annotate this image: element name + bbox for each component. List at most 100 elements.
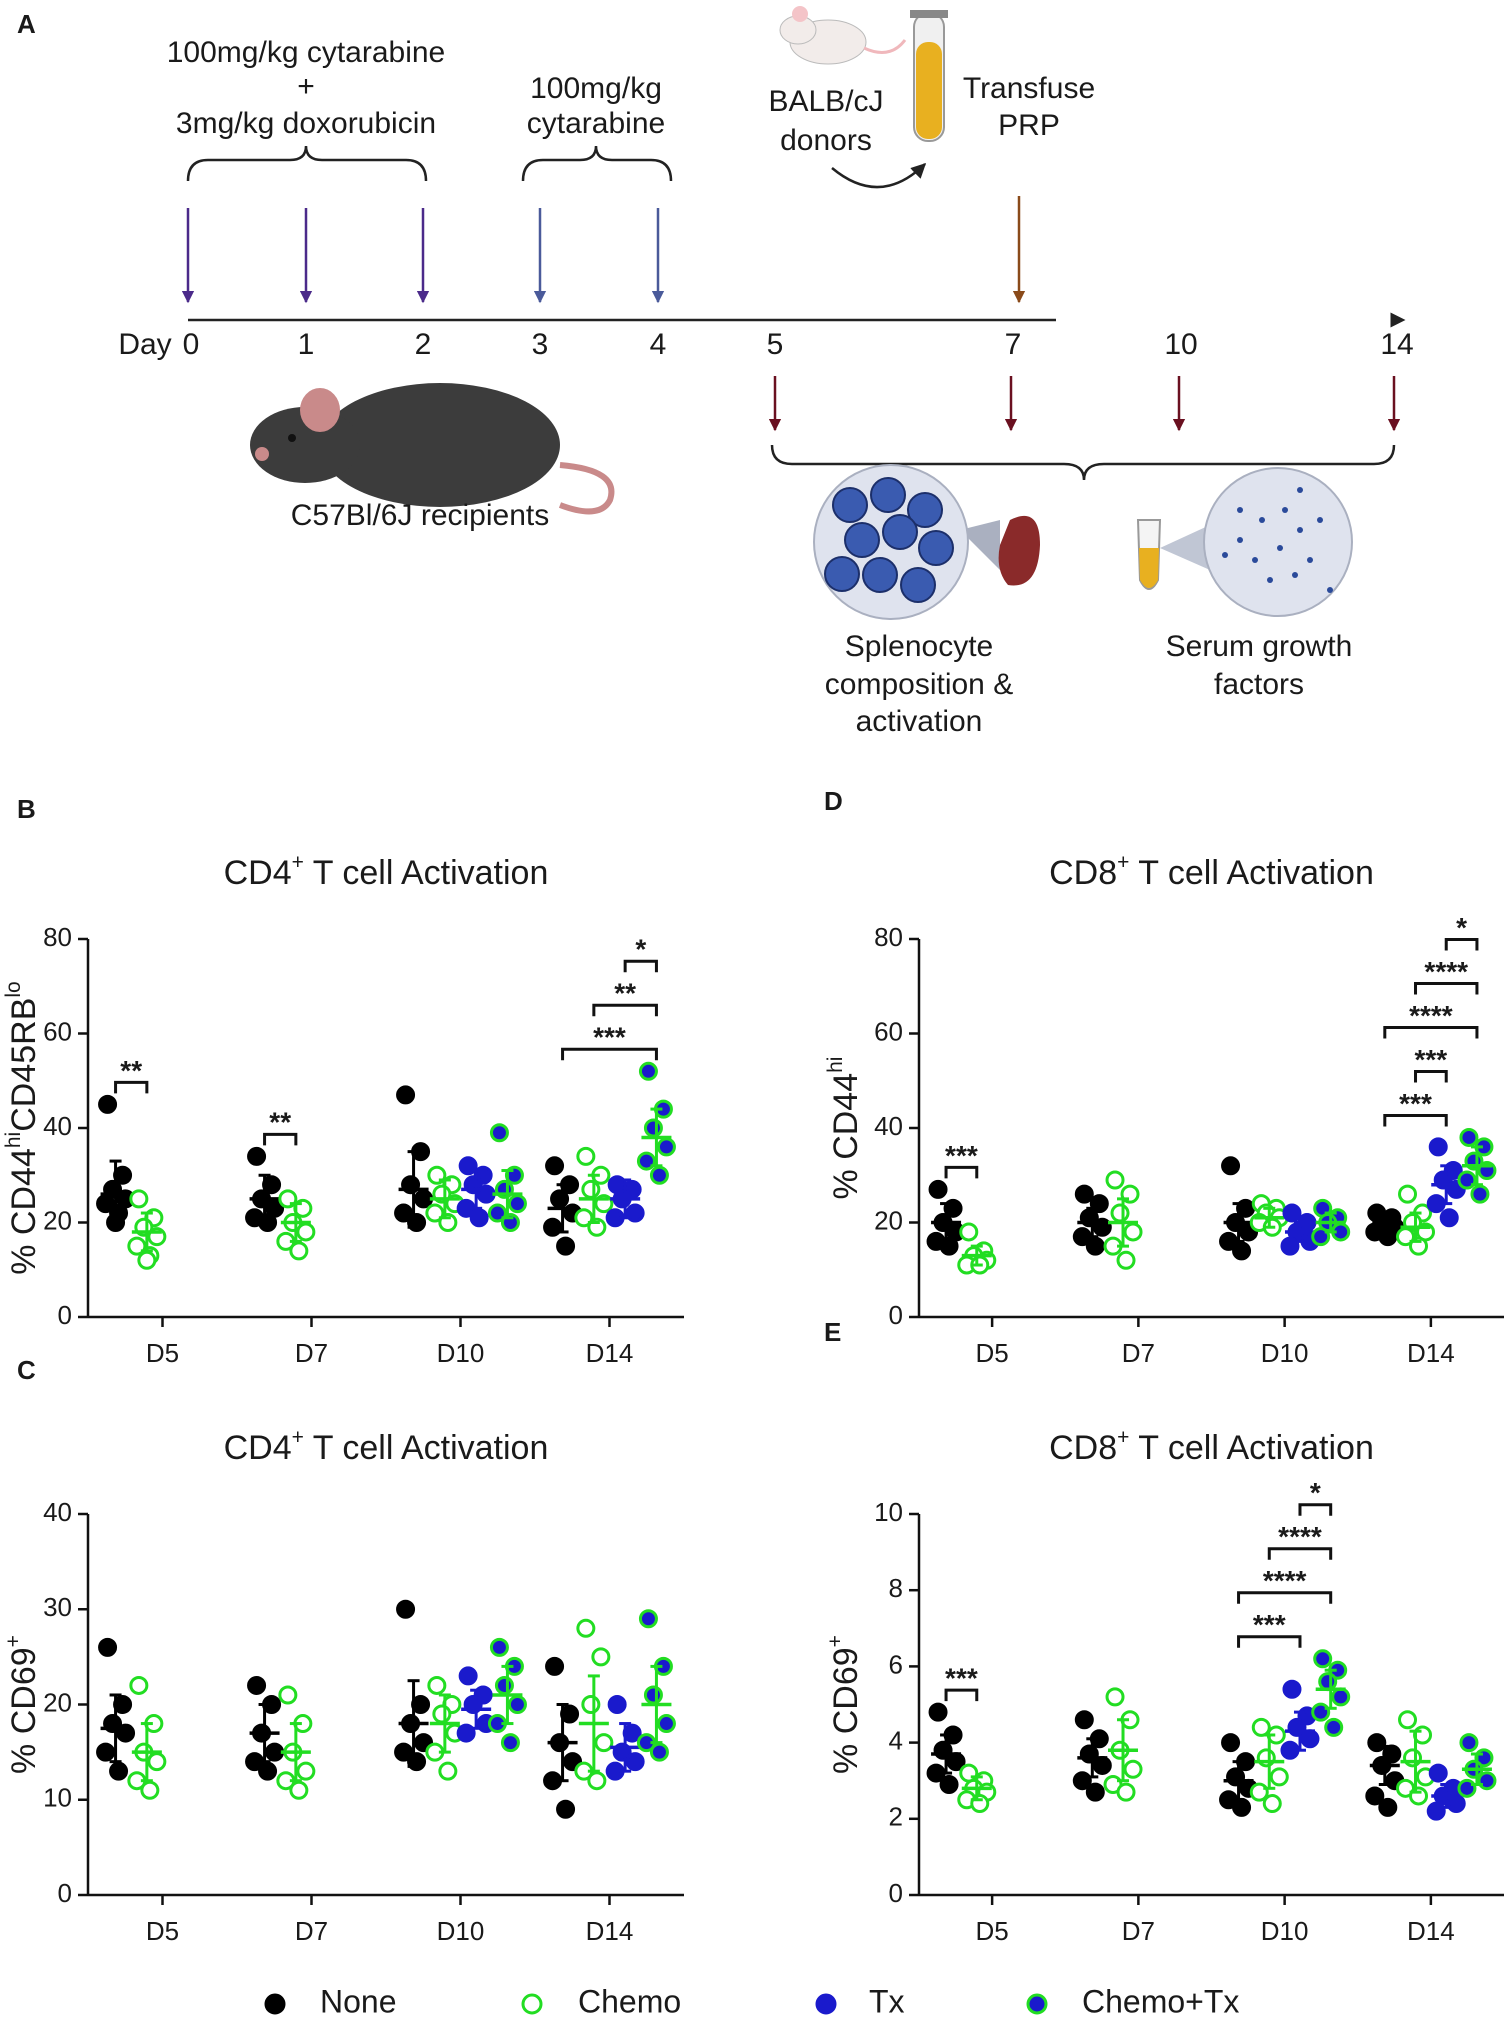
panel-label: D bbox=[824, 786, 843, 816]
panel-a: A 100mg/kg cytarabine + 3mg/kg doxorubic… bbox=[17, 6, 1406, 738]
y-axis-label-part: CD45RB bbox=[5, 998, 43, 1132]
chart-title-part: + bbox=[292, 1426, 304, 1449]
data-point bbox=[489, 1637, 509, 1657]
day-label: Day bbox=[118, 328, 171, 361]
data-point bbox=[959, 1763, 979, 1783]
chart-title: CD4+ T cell Activation bbox=[224, 851, 549, 892]
day-number: 10 bbox=[1164, 328, 1197, 361]
curved-arrow bbox=[831, 162, 927, 189]
chart-title-part: CD4 bbox=[224, 854, 292, 892]
day-number: 5 bbox=[767, 328, 784, 361]
significance-label: *** bbox=[1415, 1044, 1448, 1075]
data-point bbox=[507, 1194, 527, 1214]
x-tick-label: D14 bbox=[586, 1338, 634, 1368]
x-tick-label: D14 bbox=[586, 1916, 634, 1946]
data-point bbox=[247, 1146, 267, 1166]
transfuse-text: PRP bbox=[998, 109, 1060, 142]
data-point bbox=[1232, 1241, 1252, 1261]
y-axis-label-part: % CD69 bbox=[5, 1647, 43, 1774]
significance-bracket bbox=[1444, 937, 1479, 951]
chart-title-part: CD8 bbox=[1049, 1429, 1117, 1467]
y-tick-label: 60 bbox=[43, 1016, 72, 1046]
data-point bbox=[1251, 1717, 1271, 1737]
data-point bbox=[1116, 1250, 1136, 1270]
readout-text: Serum growth bbox=[1166, 630, 1353, 663]
day-number: 2 bbox=[415, 328, 432, 361]
data-point bbox=[643, 1685, 663, 1705]
x-tick-label: D14 bbox=[1407, 1338, 1455, 1368]
data-point bbox=[1324, 1717, 1344, 1737]
data-point bbox=[939, 1775, 959, 1795]
data-point bbox=[289, 1241, 309, 1261]
brace bbox=[186, 145, 428, 182]
serum-icon bbox=[1136, 467, 1353, 617]
y-axis-label: % CD69+ bbox=[2, 1635, 43, 1774]
significance-label: ** bbox=[269, 1107, 291, 1138]
data-point bbox=[625, 1752, 645, 1772]
legend-label: None bbox=[320, 1983, 397, 2019]
significance-bracket bbox=[1298, 1503, 1333, 1516]
y-tick-label: 10 bbox=[874, 1497, 903, 1527]
y-tick-label: 20 bbox=[874, 1205, 903, 1235]
day-number: 1 bbox=[298, 328, 315, 361]
data-point bbox=[1459, 1127, 1479, 1147]
y-axis-label-part: hi bbox=[2, 1132, 25, 1148]
y-tick-label: 30 bbox=[43, 1592, 72, 1622]
data-point bbox=[638, 1061, 658, 1081]
day-number: 4 bbox=[650, 328, 667, 361]
data-point bbox=[1085, 1782, 1105, 1802]
data-point bbox=[656, 1714, 676, 1734]
legend-label: Chemo bbox=[578, 1983, 681, 2019]
y-tick-label: 0 bbox=[889, 1300, 903, 1330]
data-point bbox=[649, 1742, 669, 1762]
donor-text: BALB/cJ bbox=[768, 85, 883, 118]
x-tick-label: D5 bbox=[146, 1338, 179, 1368]
data-point bbox=[1311, 1702, 1331, 1722]
data-point bbox=[129, 1675, 149, 1695]
data-point bbox=[396, 1599, 416, 1619]
y-axis-label-part: % CD44 bbox=[5, 1148, 43, 1275]
x-tick-label: D5 bbox=[146, 1916, 179, 1946]
data-point bbox=[137, 1250, 157, 1270]
significance-label: *** bbox=[593, 1022, 626, 1053]
readout-text: composition & bbox=[825, 668, 1013, 701]
y-axis-label-part: hi bbox=[824, 1057, 847, 1073]
data-point bbox=[1367, 1733, 1387, 1753]
data-point bbox=[928, 1179, 948, 1199]
data-point bbox=[959, 1222, 979, 1242]
dose-text: 100mg/kg bbox=[530, 72, 662, 105]
data-point bbox=[296, 1761, 316, 1781]
data-point bbox=[507, 1695, 527, 1714]
chart-title-part: T cell Activation bbox=[304, 854, 548, 892]
significance-bracket bbox=[944, 1688, 979, 1702]
white-mouse bbox=[779, 6, 907, 65]
x-tick-label: D10 bbox=[437, 1338, 485, 1368]
data-point bbox=[394, 1742, 414, 1762]
data-point bbox=[591, 1647, 611, 1667]
x-tick-label: D5 bbox=[976, 1916, 1009, 1946]
data-point bbox=[489, 1123, 509, 1143]
significance-label: *** bbox=[1253, 1609, 1286, 1640]
data-point bbox=[258, 1761, 278, 1781]
data-point bbox=[1457, 1778, 1477, 1798]
data-point bbox=[1123, 1222, 1143, 1242]
data-point bbox=[432, 1704, 452, 1724]
chart-title-part: + bbox=[1117, 851, 1129, 874]
data-point bbox=[494, 1675, 514, 1695]
y-tick-label: 20 bbox=[43, 1687, 72, 1717]
data-point bbox=[545, 1156, 565, 1176]
data-point bbox=[1446, 1794, 1466, 1814]
x-tick-label: D7 bbox=[295, 1916, 328, 1946]
y-tick-label: 0 bbox=[58, 1878, 72, 1908]
data-point bbox=[1470, 1184, 1490, 1204]
data-point bbox=[98, 1094, 118, 1114]
data-point bbox=[1221, 1156, 1241, 1176]
recipients-text: C57Bl/6J recipients bbox=[291, 499, 549, 532]
data-point bbox=[545, 1656, 565, 1676]
donor-text: donors bbox=[780, 124, 872, 157]
readout-text: factors bbox=[1214, 668, 1304, 701]
data-point bbox=[140, 1780, 160, 1800]
y-tick-label: 10 bbox=[43, 1783, 72, 1813]
data-point bbox=[638, 1609, 658, 1629]
significance-label: **** bbox=[1263, 1565, 1307, 1596]
